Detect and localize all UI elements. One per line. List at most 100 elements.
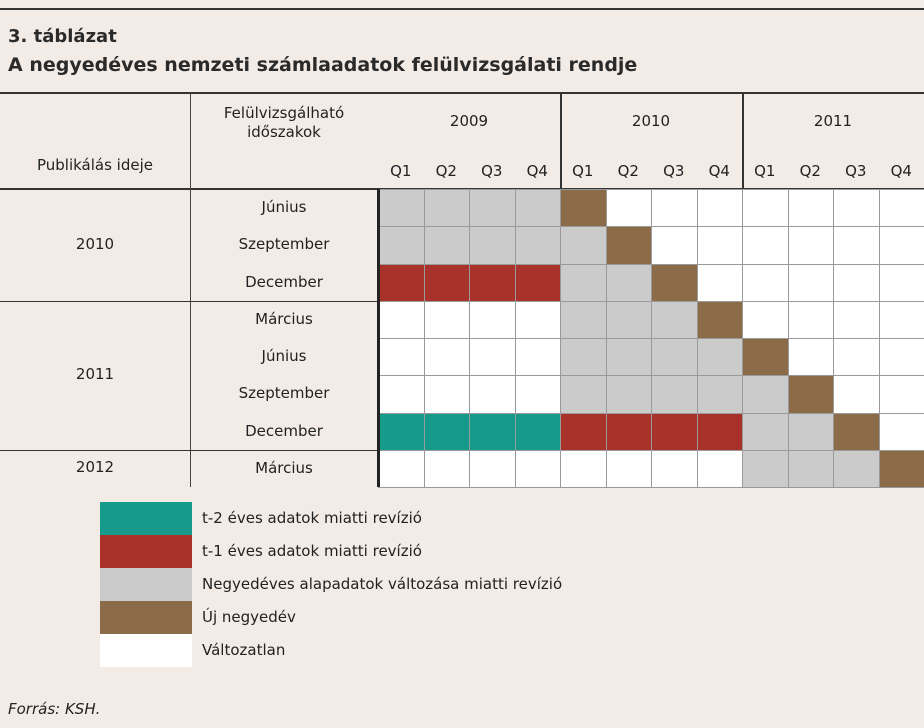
cell bbox=[378, 226, 425, 265]
cell bbox=[696, 226, 743, 265]
cell bbox=[742, 449, 789, 488]
year-cell: 2010 bbox=[75, 234, 115, 253]
month-cell: Június bbox=[261, 347, 307, 365]
cell bbox=[787, 226, 834, 265]
quarter-header: Q4 bbox=[708, 162, 730, 180]
cell bbox=[423, 412, 470, 451]
cell bbox=[878, 189, 924, 228]
cell bbox=[742, 375, 789, 414]
quarter-header: Q1 bbox=[754, 162, 776, 180]
cell bbox=[423, 226, 470, 265]
legend-swatch bbox=[100, 568, 192, 601]
cell bbox=[696, 412, 743, 451]
cell bbox=[514, 338, 561, 377]
rule bbox=[0, 300, 378, 303]
rule bbox=[0, 92, 924, 94]
cell bbox=[560, 412, 607, 451]
cell bbox=[605, 226, 652, 265]
year-cell: 2011 bbox=[75, 365, 115, 384]
month-cell: Március bbox=[255, 458, 313, 477]
cell bbox=[651, 375, 698, 414]
cell bbox=[469, 226, 516, 265]
cell bbox=[787, 263, 834, 302]
cell bbox=[742, 338, 789, 377]
cell bbox=[787, 189, 834, 228]
quarter-header: Q2 bbox=[799, 162, 821, 180]
cell bbox=[378, 375, 425, 414]
cell bbox=[514, 412, 561, 451]
source: Forrás: KSH. bbox=[8, 700, 101, 718]
cell bbox=[605, 412, 652, 451]
quarter-header: Q4 bbox=[526, 162, 548, 180]
cell bbox=[787, 449, 834, 488]
cell bbox=[423, 300, 470, 339]
cell bbox=[469, 412, 516, 451]
cell bbox=[378, 412, 425, 451]
legend-swatch bbox=[100, 502, 192, 535]
cell bbox=[378, 338, 425, 377]
rule bbox=[0, 188, 924, 190]
cell bbox=[469, 375, 516, 414]
cell bbox=[651, 300, 698, 339]
cell bbox=[560, 263, 607, 302]
cell bbox=[651, 263, 698, 302]
cell bbox=[514, 375, 561, 414]
cell bbox=[514, 300, 561, 339]
cell bbox=[469, 300, 516, 339]
legend-swatch bbox=[100, 634, 192, 667]
cell bbox=[605, 375, 652, 414]
year-header: 2010 bbox=[631, 112, 671, 130]
legend-swatch bbox=[100, 601, 192, 634]
month-cell: Szeptember bbox=[238, 384, 330, 403]
cell bbox=[423, 449, 470, 488]
cell bbox=[742, 412, 789, 451]
cell bbox=[651, 226, 698, 265]
legend-label: Negyedéves alapadatok változása miatti r… bbox=[202, 575, 563, 593]
cell bbox=[878, 412, 924, 451]
quarter-header: Q3 bbox=[481, 162, 503, 180]
cell bbox=[696, 189, 743, 228]
cell bbox=[514, 263, 561, 302]
rule bbox=[742, 92, 744, 189]
cell bbox=[696, 300, 743, 339]
cell bbox=[560, 449, 607, 488]
cell bbox=[423, 263, 470, 302]
table-title: A negyedéves nemzeti számlaadatok felülv… bbox=[8, 54, 638, 76]
cell bbox=[378, 300, 425, 339]
month-cell: Szeptember bbox=[238, 235, 330, 254]
cell bbox=[378, 263, 425, 302]
cell bbox=[696, 449, 743, 488]
cell bbox=[878, 263, 924, 302]
header-cell: Felülvizsgálható időszakok bbox=[223, 104, 345, 141]
cell bbox=[833, 375, 880, 414]
cell bbox=[833, 300, 880, 339]
cell bbox=[605, 189, 652, 228]
rule bbox=[560, 92, 562, 189]
cell bbox=[787, 375, 834, 414]
cell bbox=[696, 338, 743, 377]
cell bbox=[560, 300, 607, 339]
year-header: 2011 bbox=[813, 112, 853, 130]
cell bbox=[696, 263, 743, 302]
quarter-header: Q4 bbox=[890, 162, 912, 180]
rule bbox=[189, 92, 191, 487]
rule bbox=[377, 189, 380, 487]
cell bbox=[878, 226, 924, 265]
cell bbox=[878, 300, 924, 339]
cell bbox=[833, 338, 880, 377]
cell bbox=[651, 338, 698, 377]
legend-swatch bbox=[100, 535, 192, 568]
cell bbox=[378, 189, 425, 228]
cell bbox=[560, 226, 607, 265]
top-rule bbox=[0, 8, 924, 10]
legend-label: t-2 éves adatok miatti revízió bbox=[202, 509, 422, 527]
cell bbox=[605, 263, 652, 302]
quarter-header: Q1 bbox=[572, 162, 594, 180]
cell bbox=[833, 189, 880, 228]
cell bbox=[787, 300, 834, 339]
quarter-header: Q3 bbox=[663, 162, 685, 180]
cell bbox=[560, 338, 607, 377]
cell bbox=[423, 189, 470, 228]
